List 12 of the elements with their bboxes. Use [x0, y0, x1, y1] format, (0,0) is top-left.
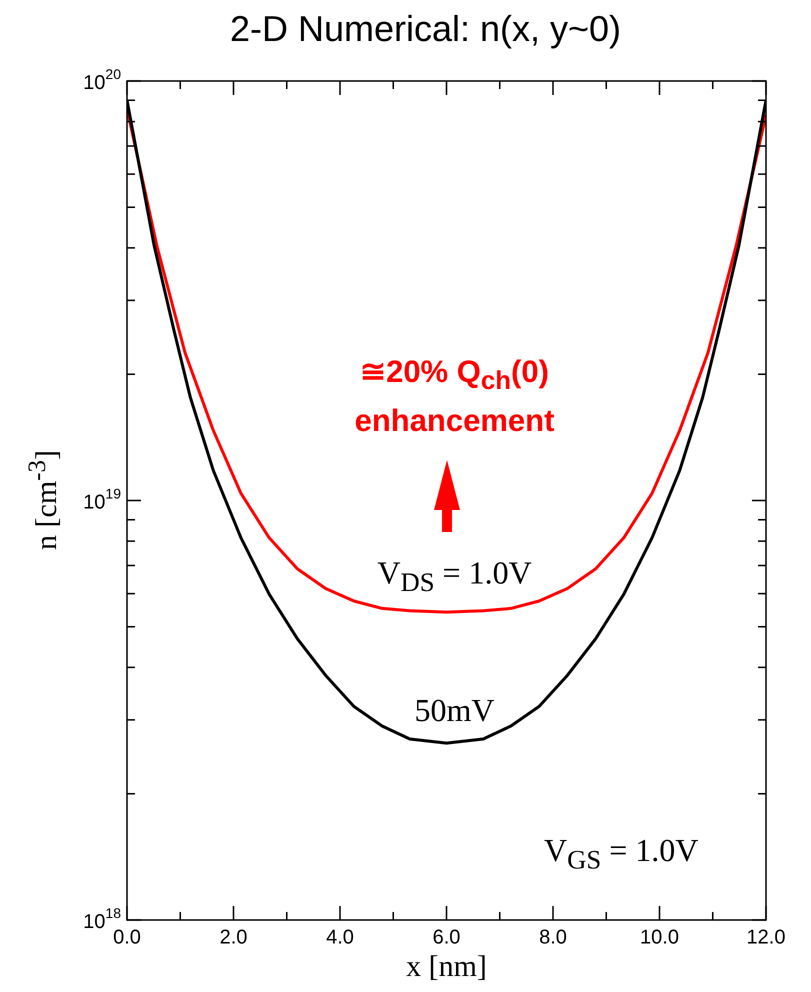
x-tick-label: 8.0	[539, 926, 567, 949]
chart-title: 2-D Numerical: n(x, y~0)	[228, 8, 622, 50]
x-tick-label: 6.0	[432, 926, 460, 949]
x-tick-label: 4.0	[326, 926, 354, 949]
x-tick-label: 10.0	[640, 926, 679, 949]
annotation: V$_{GS}$ = 1.0V	[544, 832, 698, 876]
x-tick-label: 12.0	[746, 926, 786, 949]
annotation: V$_{DS}$ = 1.0V	[377, 554, 532, 598]
x-axis-title: x [nm]	[405, 950, 488, 984]
x-tick-label: 2.0	[220, 926, 248, 949]
annotation: 50mV	[414, 692, 494, 730]
annotation: ≅20% Q$_{ch}$(0) enhancement	[354, 353, 556, 440]
